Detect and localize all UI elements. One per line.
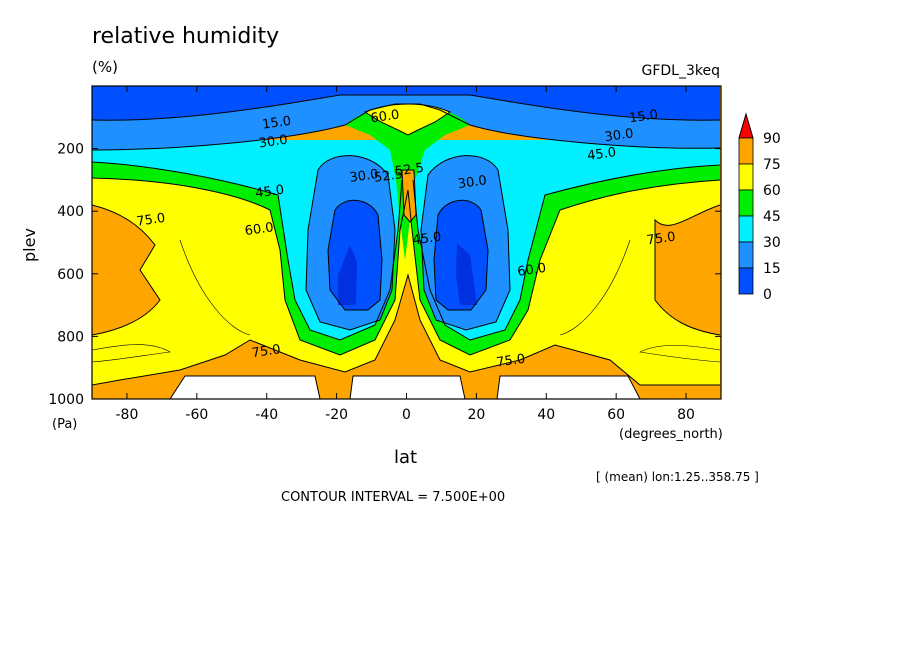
region-center-yellow	[365, 104, 450, 135]
contour-line-topography	[169, 375, 641, 399]
contour-line-thin-1	[92, 344, 171, 363]
contour-label: 30.0	[349, 167, 380, 186]
colorbar-label: 45	[763, 209, 781, 225]
colorbar-label: 60	[763, 183, 781, 199]
contour-line-mid-2	[412, 164, 721, 341]
x-tick-label: -80	[116, 407, 139, 423]
x-tick-label: -40	[255, 407, 278, 423]
contour-label: 30.0	[604, 126, 635, 145]
colorbar-swatch	[738, 267, 754, 295]
x-axis-label: lat	[394, 447, 418, 468]
y-tick-label: 600	[57, 267, 84, 283]
y-tick-label: 800	[57, 329, 84, 345]
contour-interval: CONTOUR INTERVAL = 7.500E+00	[281, 490, 506, 505]
contour-line-green-right	[407, 179, 721, 356]
contour-label: 60.0	[370, 108, 401, 127]
colorbar-swatch	[738, 241, 754, 269]
x-tick-label: 0	[402, 407, 411, 423]
x-tick-label: -20	[325, 407, 348, 423]
contour-label: 45.0	[254, 183, 285, 202]
contour-line-yellow-left	[92, 204, 161, 336]
contour-line-green-left	[92, 177, 409, 356]
contour-label: 75.0	[136, 211, 167, 230]
contour-lines	[92, 94, 721, 399]
contour-label: 75.0	[251, 342, 282, 361]
x-tick-label: 80	[677, 407, 695, 423]
y-tick-label: 1000	[48, 392, 84, 408]
region-topography-2	[350, 376, 465, 399]
contour-labels: 15.030.045.060.075.075.060.030.052.552.5…	[136, 108, 677, 371]
region-darkblue-top	[92, 86, 720, 121]
contour-line-thin-2	[639, 345, 721, 363]
contour-line-mid-1	[92, 161, 403, 341]
colorbar-swatch	[738, 215, 754, 243]
contour-line-center-top	[363, 103, 452, 136]
contour-line-right-lobe	[420, 155, 511, 331]
region-topography-3	[497, 376, 640, 399]
colorbar-label: 30	[763, 235, 781, 251]
contour-label: 52.5	[394, 161, 425, 180]
contour-label: 60.0	[244, 220, 275, 239]
contour-label: 52.5	[373, 167, 404, 186]
contour-line-surface	[92, 273, 720, 386]
colorbar-swatch	[738, 163, 754, 191]
contour-label: 75.0	[495, 352, 526, 371]
y-tick-label: 400	[57, 204, 84, 220]
contour-label: 15.0	[261, 114, 292, 133]
colorbar-label: 15	[763, 261, 781, 277]
axes: -80 -60 -40 -20 0 20 40 60 80 200 400 600 800 1000	[48, 86, 721, 423]
contour-line-left-lobe	[305, 155, 396, 331]
x-axis-units: (degrees_north)	[619, 427, 723, 442]
contour-line-right-deep	[433, 200, 489, 311]
contour-line-thin-4	[559, 239, 631, 336]
contour-label: 75.0	[646, 230, 677, 249]
contour-label: 45.0	[412, 230, 443, 249]
colorbar-label: 75	[763, 157, 781, 173]
x-tick-label: 60	[607, 407, 625, 423]
contour-line-left-deep	[327, 200, 383, 311]
contour-label: 60.0	[516, 261, 547, 280]
y-tick-label: 200	[57, 142, 84, 158]
region-yellow	[92, 160, 720, 385]
contour-line-thin-3	[179, 239, 251, 336]
colorbar-label: 0	[763, 287, 772, 303]
contour-label: 30.0	[258, 133, 289, 152]
y-axis-units: (Pa)	[52, 417, 78, 432]
chart-units: (%)	[92, 58, 118, 76]
contour-line-center-core	[401, 169, 417, 223]
contour-line-yellow-right	[654, 204, 721, 336]
colorbar-label: 90	[763, 131, 781, 147]
colorbar: 90 75 60 45 30 15 0	[738, 112, 781, 303]
model-name: GFDL_3keq	[641, 63, 721, 79]
mean-note: [ (mean) lon:1.25..358.75 ]	[596, 470, 759, 484]
contour-fill	[92, 86, 721, 399]
region-left-core	[338, 245, 357, 305]
x-tick-label: -60	[185, 407, 208, 423]
x-tick-label: 20	[467, 407, 485, 423]
contour-label: 30.0	[457, 173, 488, 192]
contour-label: 15.0	[628, 108, 659, 127]
contour-label: 45.0	[586, 145, 617, 164]
colorbar-triangle	[738, 112, 754, 139]
contour-line-top-1	[92, 94, 721, 121]
colorbar-swatch	[738, 137, 754, 165]
colorbar-swatch	[738, 189, 754, 217]
region-right-core	[456, 243, 477, 305]
x-tick-label: 40	[537, 407, 555, 423]
chart-title: relative humidity	[92, 24, 280, 49]
region-topography-1	[170, 376, 320, 399]
